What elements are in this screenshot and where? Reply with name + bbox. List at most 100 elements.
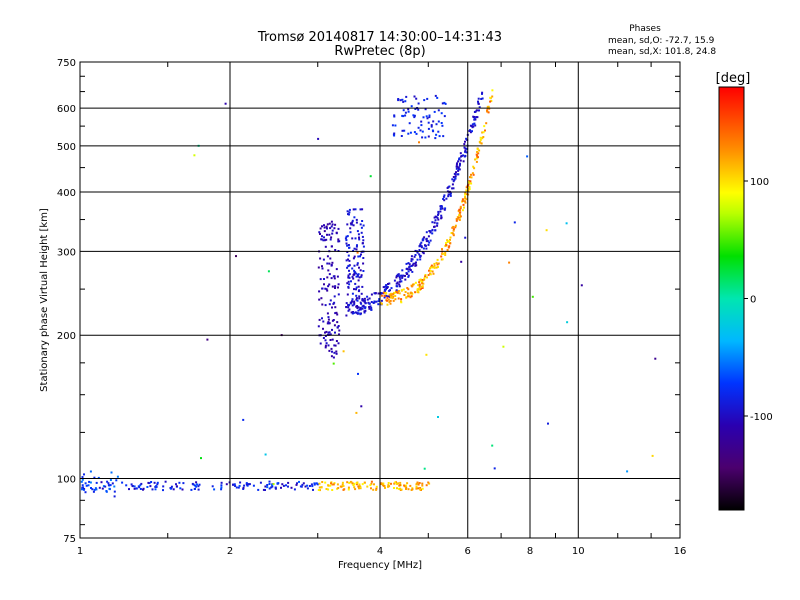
data-point xyxy=(420,120,423,123)
data-point xyxy=(458,219,461,221)
data-point xyxy=(414,264,417,267)
data-point xyxy=(428,116,431,119)
data-point xyxy=(345,239,348,242)
data-point xyxy=(266,484,269,486)
data-point xyxy=(465,193,468,196)
data-point xyxy=(344,237,347,240)
data-point xyxy=(431,229,434,232)
data-point xyxy=(426,240,429,243)
data-point xyxy=(347,488,350,491)
data-point xyxy=(454,175,457,178)
data-point xyxy=(393,134,396,137)
data-point xyxy=(333,351,336,354)
data-point xyxy=(329,238,332,241)
data-point xyxy=(437,212,440,215)
data-point xyxy=(351,219,354,222)
data-point xyxy=(398,275,401,278)
data-point xyxy=(398,276,401,279)
data-point xyxy=(405,272,408,275)
data-point xyxy=(353,216,356,219)
data-point xyxy=(435,123,438,126)
data-point xyxy=(355,288,357,291)
x-tick-label: 8 xyxy=(527,546,533,557)
data-point xyxy=(464,195,467,198)
data-point xyxy=(139,484,142,487)
data-point xyxy=(400,298,403,301)
data-point xyxy=(264,489,266,491)
data-point xyxy=(399,481,402,484)
data-point xyxy=(338,329,341,332)
data-point xyxy=(480,142,483,145)
data-point xyxy=(457,169,460,172)
data-point xyxy=(458,214,461,217)
data-point xyxy=(326,322,329,325)
data-point xyxy=(357,312,360,315)
data-point xyxy=(100,481,103,484)
data-point xyxy=(393,279,396,282)
data-point xyxy=(349,222,352,225)
data-point xyxy=(328,331,331,334)
y-tick-label: 400 xyxy=(57,188,76,199)
data-point xyxy=(351,221,354,224)
data-point xyxy=(441,124,444,127)
data-point xyxy=(394,124,397,127)
data-point xyxy=(328,322,330,325)
data-point xyxy=(347,286,350,288)
data-point xyxy=(170,485,173,488)
data-point xyxy=(424,136,427,139)
data-point xyxy=(346,251,349,253)
data-point xyxy=(387,482,390,484)
data-point xyxy=(626,470,629,473)
data-point xyxy=(415,261,417,264)
data-point xyxy=(442,135,445,138)
data-point xyxy=(421,285,424,288)
data-point xyxy=(336,313,339,316)
data-point xyxy=(404,100,407,103)
data-point xyxy=(139,488,142,490)
data-point xyxy=(454,226,457,229)
data-point xyxy=(350,301,353,304)
data-point xyxy=(362,299,365,302)
data-point xyxy=(455,171,457,174)
data-point xyxy=(327,488,330,491)
data-point xyxy=(138,486,141,489)
data-point xyxy=(360,231,363,234)
data-point xyxy=(324,346,327,349)
data-point xyxy=(473,118,476,121)
data-point xyxy=(475,109,478,112)
data-point xyxy=(353,301,356,304)
data-point xyxy=(483,125,486,128)
data-point xyxy=(401,275,404,278)
data-point xyxy=(316,483,319,486)
data-point xyxy=(426,276,428,279)
data-point xyxy=(411,258,414,261)
data-point xyxy=(377,292,380,295)
data-point xyxy=(406,292,409,295)
data-point xyxy=(346,266,349,269)
data-point xyxy=(358,483,361,486)
data-point xyxy=(356,307,359,309)
data-point xyxy=(334,306,337,309)
data-point xyxy=(431,232,434,235)
y-axis-label: Stationary phase Virtual Height [km] xyxy=(39,208,50,392)
data-point xyxy=(419,488,421,491)
data-point xyxy=(359,208,362,211)
data-point xyxy=(113,485,116,488)
data-point xyxy=(445,197,448,200)
data-point xyxy=(334,331,336,334)
data-point xyxy=(382,286,385,289)
data-point xyxy=(388,485,391,488)
data-point xyxy=(151,488,154,491)
data-point xyxy=(386,303,389,306)
colorbar-label: [deg] xyxy=(716,71,751,86)
data-point xyxy=(391,295,394,298)
data-point xyxy=(357,485,360,488)
data-point xyxy=(387,485,389,488)
data-point xyxy=(368,307,371,310)
data-point xyxy=(408,122,411,125)
data-point xyxy=(353,269,356,272)
data-point xyxy=(193,154,196,157)
data-point xyxy=(442,198,445,200)
data-point xyxy=(330,220,333,223)
data-point xyxy=(106,480,109,483)
